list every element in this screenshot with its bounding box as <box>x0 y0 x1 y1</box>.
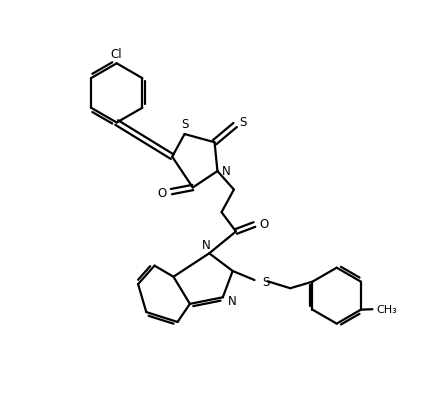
Text: S: S <box>180 118 188 131</box>
Text: N: N <box>227 294 236 307</box>
Text: CH₃: CH₃ <box>376 304 396 314</box>
Text: O: O <box>258 218 268 230</box>
Text: N: N <box>201 238 210 251</box>
Text: N: N <box>222 164 230 177</box>
Text: Cl: Cl <box>110 47 121 60</box>
Text: S: S <box>238 116 246 129</box>
Text: S: S <box>261 275 268 288</box>
Text: O: O <box>157 187 166 199</box>
